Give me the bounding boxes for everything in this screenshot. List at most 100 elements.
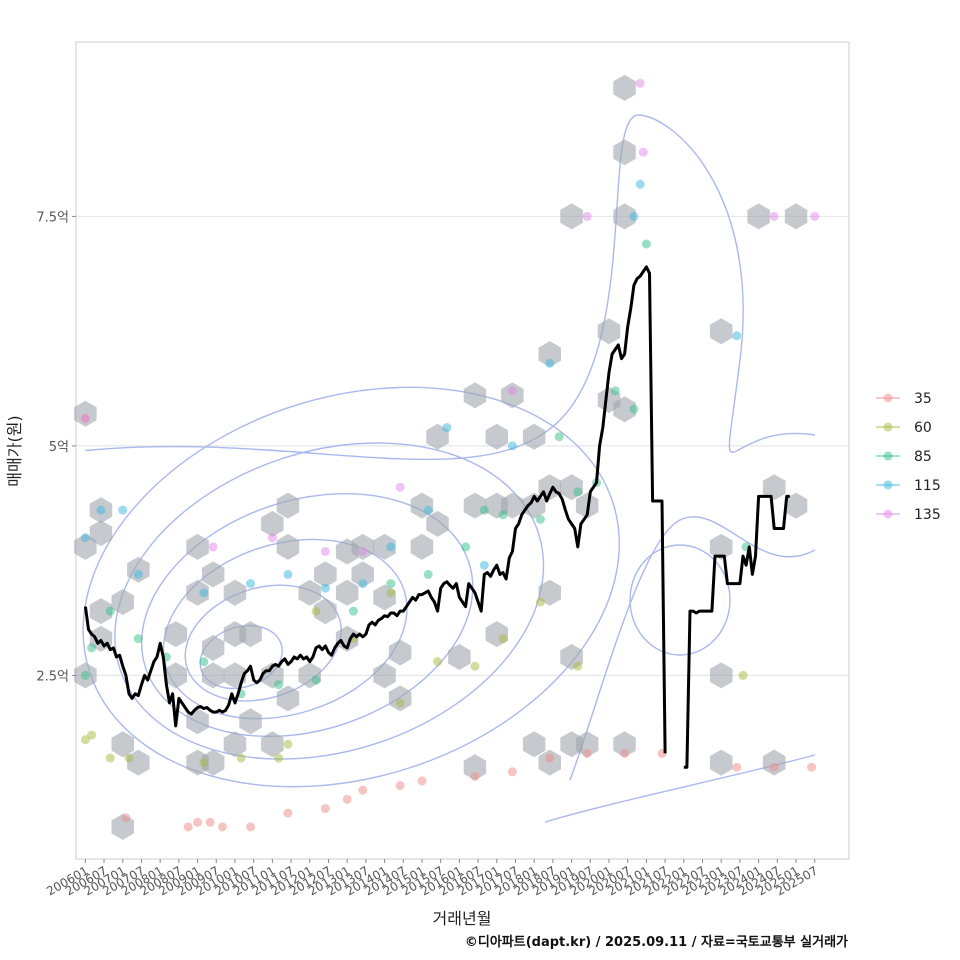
hexbin xyxy=(223,579,247,606)
legend-label: 135 xyxy=(914,507,941,523)
hexbin xyxy=(709,533,733,560)
hexbin xyxy=(575,731,599,758)
hexbin xyxy=(89,598,113,625)
hexbin xyxy=(261,731,284,758)
legend: 35 60 85 115 135 xyxy=(876,391,941,523)
scatter-point xyxy=(535,597,545,607)
scatter-point xyxy=(507,386,517,396)
scatter-point xyxy=(461,542,471,552)
hexbin xyxy=(186,579,209,606)
hexbin xyxy=(597,318,621,345)
hexbin xyxy=(709,749,733,776)
scatter-point xyxy=(320,546,330,556)
hexbin xyxy=(351,533,374,560)
scatter-point xyxy=(283,808,293,818)
legend-label: 85 xyxy=(914,449,932,465)
scatter-point xyxy=(629,211,639,221)
scatter-point xyxy=(641,239,651,249)
hexbin xyxy=(373,533,396,560)
plot-panel xyxy=(75,41,850,860)
scatter-point xyxy=(769,211,779,221)
hexbin xyxy=(762,474,786,501)
legend-label: 35 xyxy=(914,391,932,407)
hexbin xyxy=(538,341,561,368)
scatter-point xyxy=(217,822,227,832)
scatter-point xyxy=(87,730,97,740)
scatter-point xyxy=(208,542,218,552)
scatter-point xyxy=(342,794,352,804)
scatter-point xyxy=(498,634,508,644)
hexbin xyxy=(314,561,337,588)
scatter-point xyxy=(311,675,321,685)
scatter-point xyxy=(610,386,620,396)
scatter-point xyxy=(479,560,489,570)
scatter-point xyxy=(620,748,630,758)
scatter-point xyxy=(80,670,90,680)
scatter-point xyxy=(283,739,293,749)
legend-key-point xyxy=(883,451,893,461)
hexbin xyxy=(298,579,321,606)
scatter-point xyxy=(442,423,452,433)
scatter-point xyxy=(395,482,405,492)
y-axis-title: 매매가(원) xyxy=(5,415,24,486)
hexbin xyxy=(388,685,412,712)
trend-line xyxy=(83,265,790,769)
scatter-point xyxy=(810,211,820,221)
scatter-point xyxy=(121,813,131,823)
hexbin xyxy=(239,708,262,735)
scatter-point xyxy=(386,579,396,589)
scatter-point xyxy=(573,661,583,671)
scatter-point xyxy=(732,762,742,772)
hexbin xyxy=(89,520,113,547)
trend-line-series xyxy=(683,494,790,769)
scatter-point xyxy=(470,771,480,781)
hexbin xyxy=(74,533,97,560)
hexbin xyxy=(335,579,359,606)
density-contour xyxy=(569,516,816,781)
density-contour xyxy=(85,114,816,461)
scatter-point xyxy=(105,753,115,763)
hexbin xyxy=(560,203,583,230)
scatter-point xyxy=(320,804,330,814)
scatter-point xyxy=(105,606,115,616)
hexbin xyxy=(613,74,636,101)
hexbin xyxy=(501,382,524,409)
x-axis: 2006012006072007012007072008012008072009… xyxy=(44,859,820,899)
y-tick-label: 2.5억 xyxy=(36,669,69,684)
hexbin xyxy=(784,203,808,230)
density-contour xyxy=(114,442,545,760)
y-axis: 2.5억 5억 7.5억 xyxy=(36,210,76,684)
caption: ©디아파트(dapt.kr) / 2025.09.11 / 자료=국토교통부 실… xyxy=(465,934,848,950)
hexbin xyxy=(613,139,636,166)
scatter-point xyxy=(545,358,555,368)
hexbin xyxy=(74,400,97,427)
scatter-point xyxy=(193,817,203,827)
hexbin xyxy=(201,561,225,588)
hexbin xyxy=(538,579,561,606)
hexbin xyxy=(613,396,636,423)
hexbin xyxy=(314,598,337,625)
trend-line-series xyxy=(83,265,667,754)
hexbin xyxy=(201,662,225,689)
hexbin xyxy=(164,662,187,689)
scatter-point xyxy=(582,748,592,758)
scatter-point xyxy=(635,78,645,88)
density-contour xyxy=(140,493,474,738)
hexbin xyxy=(201,634,225,661)
density-contour xyxy=(162,538,408,720)
scatter-point xyxy=(133,634,143,644)
x-axis-title: 거래년월 xyxy=(433,909,492,928)
scatter-point xyxy=(274,680,284,690)
scatter-point xyxy=(507,441,517,451)
scatter-point xyxy=(470,661,480,671)
scatter-point xyxy=(738,670,748,680)
hexbin xyxy=(538,749,561,776)
hexbin xyxy=(276,685,300,712)
hexbin xyxy=(223,731,247,758)
scatter-point xyxy=(386,588,396,598)
density-contour xyxy=(629,544,731,656)
scatter-point xyxy=(348,606,358,616)
scatter-point xyxy=(236,753,246,763)
hexbin xyxy=(709,318,733,345)
legend-key-point xyxy=(883,422,893,432)
